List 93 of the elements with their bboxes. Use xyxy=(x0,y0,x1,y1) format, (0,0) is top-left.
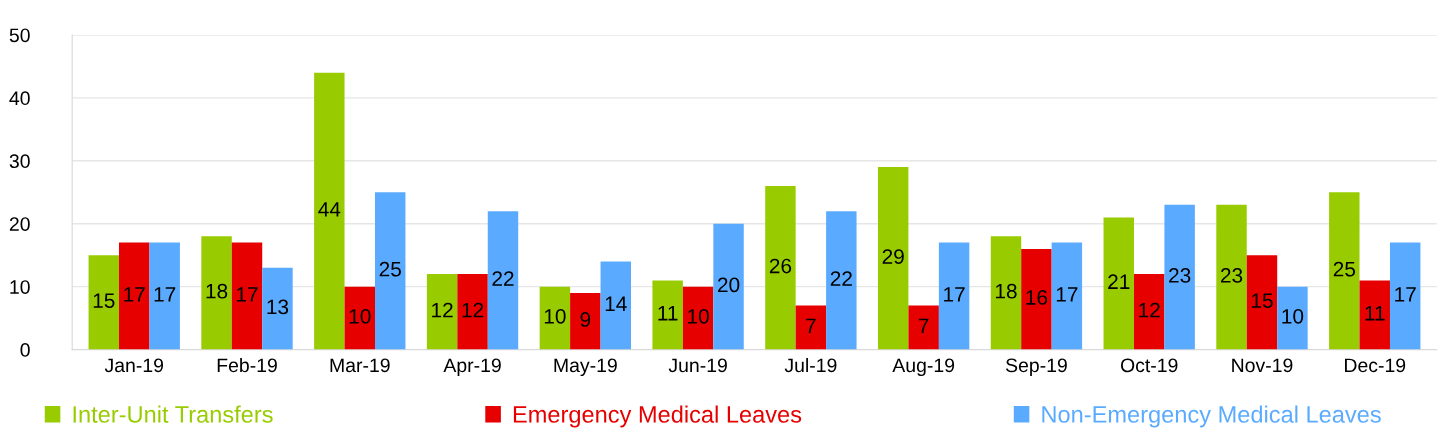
x-tick-label: Feb-19 xyxy=(217,357,277,373)
x-tick-label: Dec-19 xyxy=(1345,358,1406,373)
bar xyxy=(262,267,293,350)
data-label: 15 xyxy=(1251,293,1273,308)
bar xyxy=(826,211,857,350)
data-label: 14 xyxy=(605,296,627,311)
bar xyxy=(426,274,458,350)
x-tick-label: Sep-19 xyxy=(1005,358,1067,377)
x-tick-label: Jan-19 xyxy=(104,358,164,373)
data-label: 29 xyxy=(882,249,904,264)
data-label: 21 xyxy=(1108,274,1130,289)
bar xyxy=(1051,242,1083,350)
bar xyxy=(231,242,263,350)
bar xyxy=(119,242,150,350)
bar xyxy=(1246,255,1278,350)
data-label: 23 xyxy=(1220,268,1243,283)
data-label: 17 xyxy=(154,287,176,302)
y-tick-label: 40 xyxy=(9,91,30,106)
bar xyxy=(908,305,939,350)
data-label: 17 xyxy=(944,287,965,302)
data-label: 16 xyxy=(1026,290,1048,305)
bar xyxy=(1021,248,1052,350)
bar xyxy=(1133,274,1165,350)
y-tick-label: 10 xyxy=(10,280,30,294)
bar xyxy=(375,192,406,350)
bar xyxy=(344,286,375,350)
bar xyxy=(1216,204,1247,350)
bar xyxy=(570,292,601,350)
data-label: 22 xyxy=(830,271,852,286)
x-tick-label: Jul-19 xyxy=(784,357,837,373)
data-label: 23 xyxy=(1169,268,1191,283)
y-tick-label: 0 xyxy=(20,343,30,357)
bar xyxy=(682,286,714,350)
x-tick-label: Nov-19 xyxy=(1232,358,1293,373)
data-label: 12 xyxy=(462,302,484,318)
bar xyxy=(652,280,683,350)
data-label: 12 xyxy=(432,302,453,318)
bar xyxy=(1389,242,1421,350)
bar xyxy=(765,185,796,350)
bar xyxy=(88,255,119,350)
y-tick-label: 50 xyxy=(9,28,30,43)
data-label: 10 xyxy=(1282,308,1304,324)
x-tick-label: Mar-19 xyxy=(330,358,390,373)
data-label: 25 xyxy=(1333,261,1356,277)
data-label: 9 xyxy=(580,312,591,327)
bar xyxy=(149,242,180,350)
x-tick-label: Aug-19 xyxy=(892,358,955,377)
data-label: 18 xyxy=(995,283,1017,299)
data-label: 10 xyxy=(544,308,566,324)
data-label: 10 xyxy=(349,308,371,324)
x-tick-label: May-19 xyxy=(554,358,617,377)
bar xyxy=(938,242,970,350)
bar xyxy=(1359,280,1390,350)
data-label: 13 xyxy=(267,299,289,315)
bar xyxy=(877,167,909,350)
y-tick-label: 30 xyxy=(9,154,30,169)
y-tick-label: 20 xyxy=(9,217,30,231)
data-label: 17 xyxy=(124,287,145,302)
data-label: 25 xyxy=(379,261,401,277)
bar xyxy=(795,305,827,350)
bar xyxy=(990,236,1022,350)
legend-label: Inter-Unit Transfers xyxy=(73,405,273,423)
bar xyxy=(713,223,744,350)
data-label: 17 xyxy=(1395,287,1416,302)
data-label: 26 xyxy=(769,258,792,274)
data-label: 44 xyxy=(318,202,341,217)
legend-label: Emergency Medical Leaves xyxy=(513,405,802,428)
bar xyxy=(201,236,232,350)
data-label: 12 xyxy=(1139,302,1160,318)
bar xyxy=(1164,204,1195,350)
data-label: 15 xyxy=(93,293,115,308)
data-label: 11 xyxy=(658,306,678,321)
bar xyxy=(600,261,631,350)
bar xyxy=(539,286,571,350)
bar xyxy=(487,211,519,350)
data-label: 22 xyxy=(492,271,514,286)
data-label: 7 xyxy=(806,318,816,333)
data-label: 18 xyxy=(206,283,228,299)
legend-label: Non-Emergency Medical Leaves xyxy=(1042,405,1381,428)
data-label: 7 xyxy=(918,318,929,333)
bar xyxy=(314,72,345,350)
bar xyxy=(1277,286,1308,350)
data-label: 10 xyxy=(688,308,709,324)
data-label: 20 xyxy=(718,277,740,293)
data-label: 17 xyxy=(237,287,258,302)
data-label: 17 xyxy=(1056,287,1078,302)
x-tick-label: Jun-19 xyxy=(668,358,727,373)
x-tick-label: Oct-19 xyxy=(1120,358,1178,373)
x-tick-label: Apr-19 xyxy=(443,358,501,377)
bar xyxy=(1329,192,1360,350)
bar xyxy=(1103,217,1134,350)
data-label: 11 xyxy=(1365,306,1385,321)
bar xyxy=(457,274,488,350)
